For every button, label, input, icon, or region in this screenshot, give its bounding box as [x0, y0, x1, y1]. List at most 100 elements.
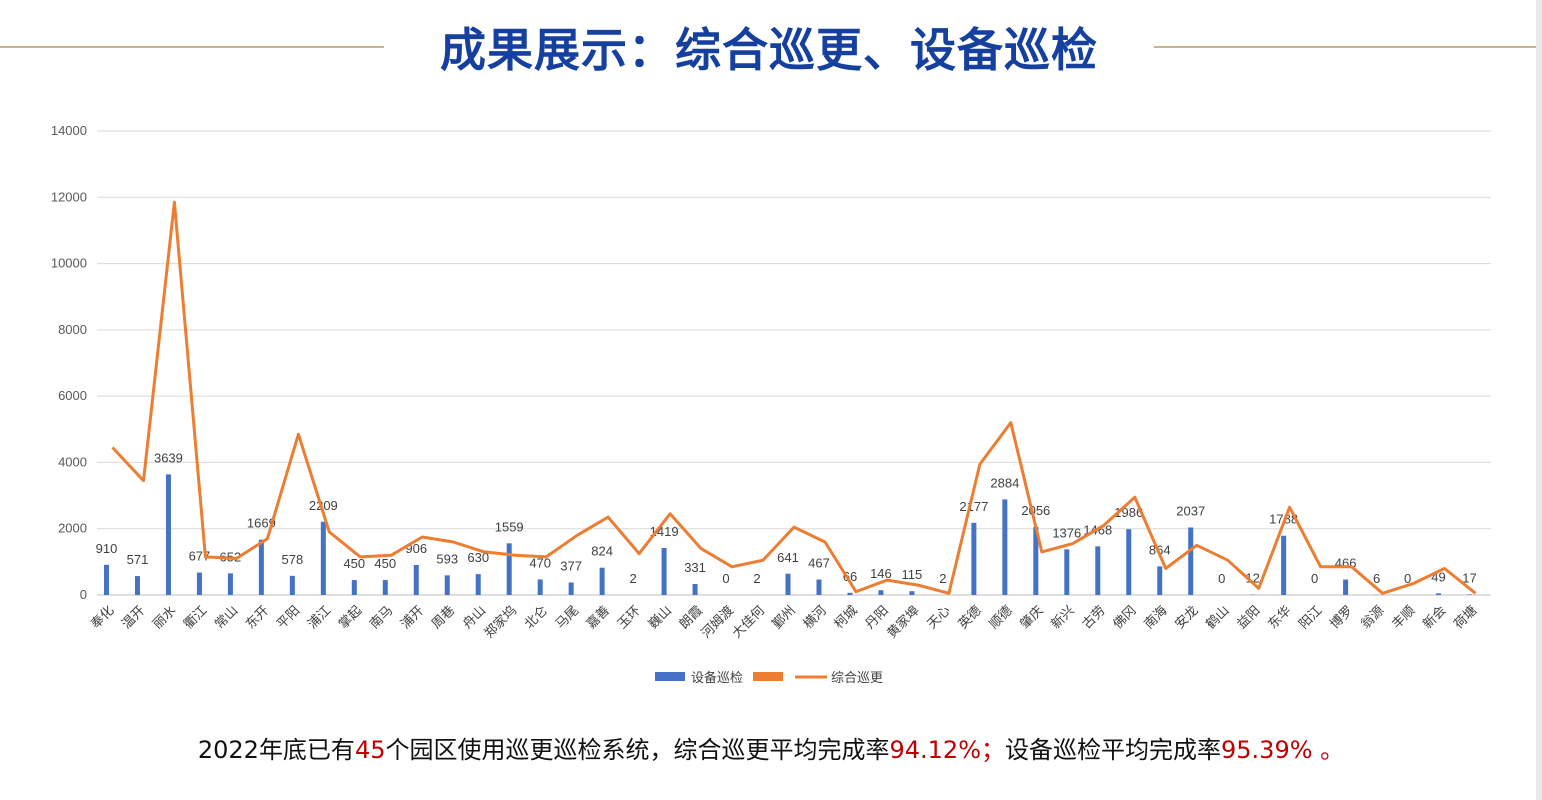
bar-data-label: 66	[843, 569, 857, 584]
bar-data-label: 2037	[1176, 503, 1205, 518]
bar-data-label: 377	[560, 559, 582, 574]
bar-data-label: 0	[1311, 571, 1318, 586]
y-tick-label: 4000	[58, 454, 87, 469]
summary-mid1: 个园区使用巡更巡检系统，综合巡更平均完成率	[385, 736, 890, 764]
bar	[475, 574, 481, 595]
bar	[134, 576, 140, 595]
x-tick-label: 古劳	[1079, 603, 1109, 633]
bar	[847, 592, 853, 595]
bar-data-label: 12	[1245, 571, 1259, 586]
x-tick-label: 浦开	[398, 603, 427, 632]
bar	[537, 579, 543, 595]
bar-data-label: 3639	[154, 450, 183, 465]
bar-data-label: 906	[405, 541, 427, 556]
y-tick-label: 6000	[58, 388, 87, 403]
bar	[320, 521, 326, 595]
legend-swatch-bar	[655, 672, 685, 681]
bar-data-label: 1419	[650, 524, 679, 539]
x-tick-label: 北仑	[522, 603, 551, 632]
x-tick-label: 温开	[119, 603, 148, 632]
bar	[971, 522, 977, 595]
x-tick-label: 肇庆	[1018, 603, 1047, 632]
bar	[878, 590, 884, 595]
y-axis: 0 2000 4000 6000 8000 10000 12000 14000	[51, 123, 87, 602]
y-tick-label: 8000	[58, 322, 87, 337]
bar-data-label: 1559	[495, 519, 524, 534]
x-tick-label: 嘉善	[583, 603, 613, 633]
summary-text: 2022年底已有45个园区使用巡更巡检系统，综合巡更平均完成率94.12%；设备…	[0, 730, 1542, 765]
legend-label-bar: 设备巡检	[691, 670, 743, 686]
bar-data-label: 0	[722, 571, 729, 586]
bar	[1343, 579, 1349, 595]
bar-data-label: 115	[902, 567, 923, 582]
x-tick-label: 安龙	[1173, 603, 1202, 632]
park-count: 45	[354, 736, 386, 764]
bar-data-label: 2209	[309, 498, 338, 513]
x-tick-label: 南海	[1141, 603, 1171, 633]
bar	[1281, 535, 1287, 595]
x-tick-label: 鄞州	[770, 603, 799, 632]
bar-data-label: 2	[629, 571, 636, 586]
bar	[1467, 594, 1473, 595]
x-tick-label: 巍山	[646, 603, 675, 632]
bar-data-label: 1376	[1052, 525, 1081, 540]
x-tick-label: 平阳	[274, 603, 303, 632]
bar-data-label: 824	[591, 544, 613, 559]
x-tick-label: 东华	[1265, 603, 1294, 632]
x-tick-label: 东开	[243, 603, 272, 632]
x-tick-label: 常山	[212, 603, 241, 632]
x-tick-label: 丽水	[150, 603, 179, 632]
bar-data-label: 450	[343, 556, 365, 571]
x-tick-label: 衢江	[181, 603, 210, 632]
bar	[196, 572, 202, 595]
x-tick-label: 天心	[925, 603, 954, 632]
x-tick-label: 横河	[801, 603, 830, 632]
bar	[599, 567, 605, 595]
bar-data-label: 331	[684, 560, 706, 575]
bar-data-label: 2177	[959, 499, 988, 514]
x-tick-label: 玉环	[615, 603, 644, 632]
bar	[227, 573, 233, 595]
bar-data-label: 450	[374, 556, 396, 571]
bar	[1064, 549, 1070, 595]
x-tick-label: 掌起	[336, 603, 365, 632]
bar-data-label: 6	[1373, 571, 1380, 586]
bar	[258, 539, 264, 595]
x-axis: 奉化 温开 丽水 衢江 常山 东开 平阳 浦江 掌起 南马 浦开 周巷 舟山郑家坞 北仑 马尾 嘉善 玉环 巍山朗…	[88, 603, 1480, 642]
bar-data-label: 864	[1149, 542, 1171, 557]
bar	[165, 474, 171, 595]
x-tick-label: 阳江	[1296, 603, 1325, 632]
bar-data-label: 146	[870, 566, 892, 581]
y-tick-label: 14000	[51, 123, 87, 138]
bar-data-label: 593	[436, 551, 458, 566]
x-tick-label: 英德	[956, 603, 985, 632]
bar	[1095, 546, 1101, 595]
summary-mid2: 设备巡检平均完成率	[1005, 736, 1221, 764]
bar-data-label: 2	[753, 571, 760, 586]
bar-data-label: 1669	[247, 516, 276, 531]
x-tick-label: 奉化	[88, 603, 117, 632]
bar	[692, 584, 698, 595]
bar	[506, 543, 512, 595]
inspect-rate: 95.39% 。	[1221, 736, 1345, 764]
bar-data-label: 2884	[990, 475, 1019, 490]
bar	[413, 564, 419, 595]
bar-data-label: 17	[1462, 570, 1476, 585]
x-tick-label: 鹤山	[1203, 603, 1233, 633]
x-tick-label: 新会	[1420, 603, 1450, 633]
bar-data-label: 2056	[1021, 503, 1050, 518]
bar	[909, 591, 915, 595]
bar	[661, 547, 667, 595]
bar-data-label: 641	[777, 550, 799, 565]
x-tick-label: 周巷	[429, 603, 458, 632]
bar	[1157, 566, 1163, 595]
title-rule-right	[1154, 46, 1536, 48]
x-tick-label: 马尾	[553, 603, 582, 632]
bar-series	[103, 474, 1473, 595]
bar-data-label: 910	[96, 541, 118, 556]
bar	[1188, 527, 1194, 595]
x-tick-label: 丰顺	[1389, 603, 1418, 632]
x-tick-label: 新兴	[1048, 603, 1078, 633]
